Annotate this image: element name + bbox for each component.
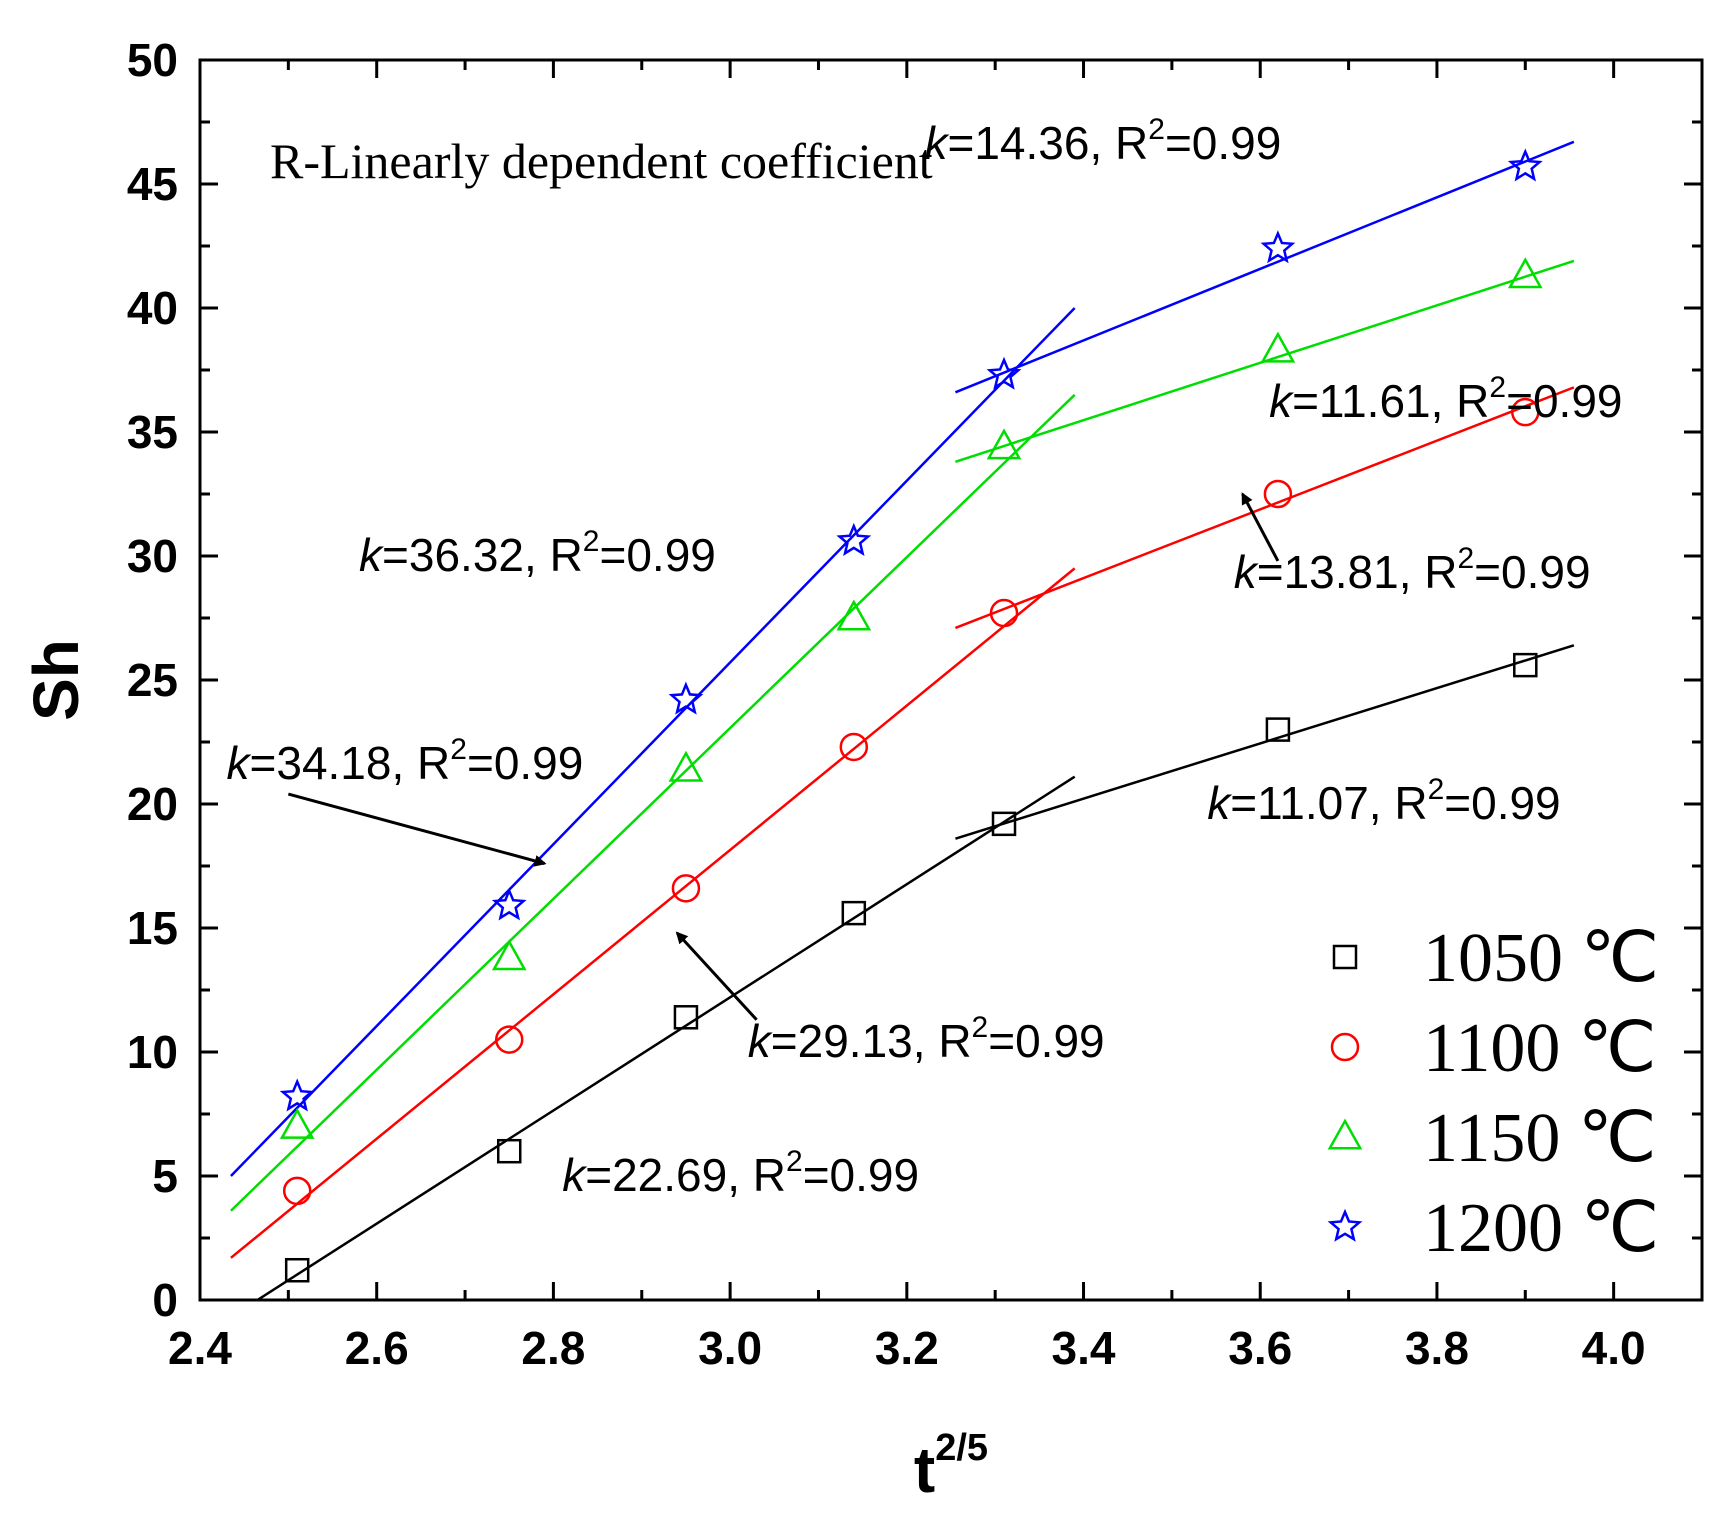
y-tick-label: 0 — [152, 1274, 178, 1326]
fit-line — [230, 567, 1076, 1259]
data-point — [839, 732, 869, 762]
data-point — [989, 598, 1019, 628]
y-tick-label: 10 — [127, 1026, 178, 1078]
slope-annotation: k=13.81, R2=0.99 — [1234, 542, 1591, 598]
data-point — [282, 1176, 312, 1206]
x-tick-label: 3.2 — [875, 1322, 939, 1374]
data-point — [1507, 148, 1543, 182]
slope-annotation: k=14.36, R2=0.99 — [924, 113, 1281, 169]
annotation-arrow — [287, 792, 547, 867]
y-tick-label: 15 — [127, 902, 178, 954]
data-point — [986, 356, 1022, 390]
data-point — [836, 599, 872, 631]
legend-label: 1100 ℃ — [1423, 1010, 1657, 1087]
data-point — [668, 681, 704, 715]
x-tick-label: 2.8 — [521, 1322, 585, 1374]
data-points — [279, 148, 1543, 1283]
data-point — [284, 1257, 310, 1283]
y-axis-title: Sh — [20, 639, 92, 721]
legend-label: 1150 ℃ — [1423, 1100, 1657, 1177]
legend-marker — [1327, 1118, 1363, 1150]
data-point — [668, 750, 704, 782]
data-point — [1513, 652, 1538, 678]
slope-annotation: k=22.69, R2=0.99 — [562, 1145, 919, 1201]
axes-layer: 2.4 2.6 2.8 3.0 3.2 3.4 3.6 3.8 4.0 0 5 10 15 20 25 30 3… — [20, 34, 1704, 1506]
slope-annotation: k=34.18, R2=0.99 — [227, 733, 584, 789]
y-tick-label: 50 — [127, 34, 178, 86]
data-point — [841, 900, 867, 926]
fit-line — [230, 393, 1076, 1212]
data-point — [671, 874, 701, 903]
data-point — [991, 811, 1017, 837]
slope-annotation: k=11.07, R2=0.99 — [1207, 773, 1560, 829]
y-tick-label: 20 — [127, 778, 178, 830]
fit-lines — [230, 140, 1575, 1300]
legend-marker — [1327, 1208, 1363, 1242]
y-tick-label: 35 — [127, 406, 178, 458]
data-point — [1507, 257, 1543, 289]
data-point — [1511, 397, 1540, 427]
data-point — [496, 1138, 522, 1164]
data-point — [491, 939, 527, 971]
x-axis-title: t2/5 — [914, 1427, 988, 1506]
fit-line — [954, 140, 1575, 394]
y-tick-label: 45 — [127, 158, 178, 210]
data-point — [836, 522, 872, 556]
data-point — [1265, 717, 1291, 742]
x-tick-label: 3.4 — [1052, 1322, 1116, 1374]
data-point — [491, 887, 527, 921]
y-tick-label: 5 — [152, 1150, 178, 1202]
coefficient-note: R-Linearly dependent coefficient — [270, 133, 933, 189]
data-point — [494, 1025, 524, 1054]
x-tick-label: 4.0 — [1582, 1322, 1646, 1374]
y-tick-label: 25 — [127, 654, 178, 706]
legend-marker — [1330, 1032, 1360, 1062]
data-point — [1260, 331, 1296, 363]
slope-annotation: k=29.13, R2=0.99 — [748, 1011, 1105, 1067]
fit-line — [256, 775, 1076, 1300]
data-point — [986, 428, 1022, 460]
legend: 1050 ℃ 1100 ℃ 1150 ℃ 1200 ℃ — [1327, 920, 1659, 1267]
x-tick-label: 3.0 — [698, 1322, 762, 1374]
data-point — [279, 1078, 315, 1112]
data-point — [1260, 230, 1296, 264]
legend-marker — [1332, 944, 1358, 970]
slope-annotation: k=11.61, R2=0.99 — [1269, 371, 1622, 427]
annotation-arrow — [675, 931, 758, 1021]
slope-annotation: k=36.32, R2=0.99 — [359, 525, 716, 581]
data-point — [1263, 479, 1293, 509]
x-tick-label: 3.6 — [1228, 1322, 1292, 1374]
legend-label: 1200 ℃ — [1423, 1190, 1659, 1267]
x-tick-label: 3.8 — [1405, 1322, 1469, 1374]
y-tick-label: 30 — [127, 530, 178, 582]
data-point — [673, 1005, 699, 1030]
y-tick-label: 40 — [127, 282, 178, 334]
annotations: R-Linearly dependent coefficientk=14.36,… — [227, 113, 1623, 1201]
fit-line — [954, 386, 1575, 630]
fit-line — [230, 307, 1076, 1177]
legend-label: 1050 ℃ — [1423, 920, 1659, 997]
data-point — [279, 1107, 315, 1139]
fit-line — [955, 644, 1575, 840]
x-tick-label: 2.6 — [345, 1322, 409, 1374]
x-tick-label: 2.4 — [168, 1322, 232, 1374]
annotation-arrow — [1241, 492, 1280, 562]
